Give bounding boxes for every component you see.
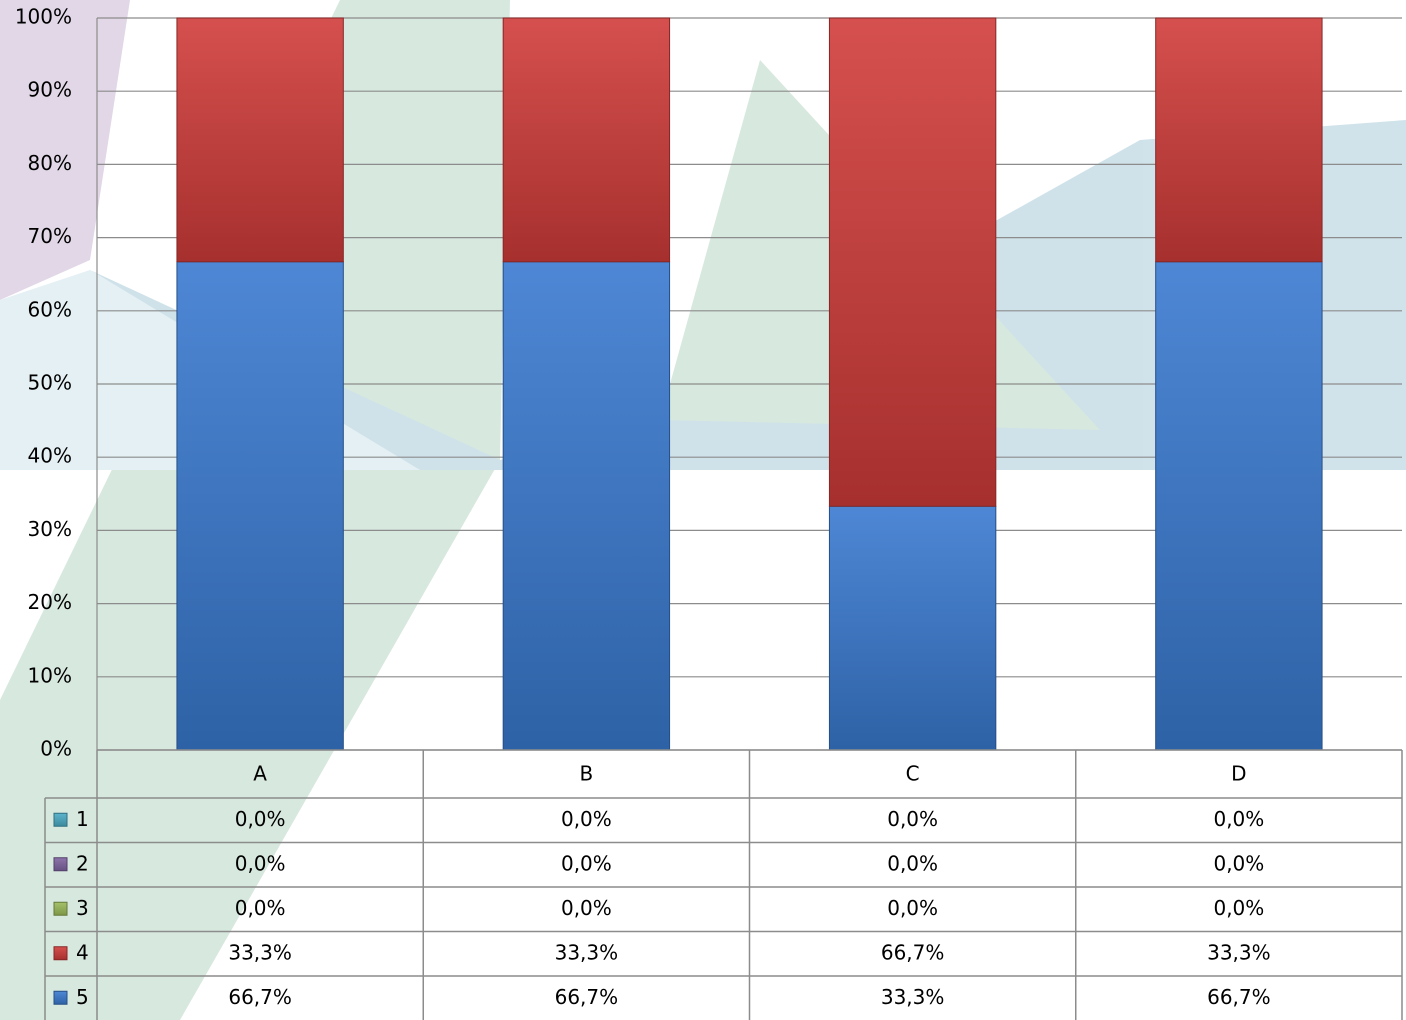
bar-segment	[1156, 18, 1322, 262]
chart: 0% 10% 20% 30% 40% 50% 60% 70% 80% 90% 100% A B C D 1 0…	[0, 0, 1406, 1020]
legend-key	[54, 947, 67, 960]
legend-key	[54, 858, 67, 871]
value-label: 0,0%	[887, 851, 938, 875]
value-label: 0,0%	[1213, 896, 1264, 920]
value-label: 0,0%	[235, 896, 286, 920]
value-label: 0,0%	[561, 851, 612, 875]
bar-segment	[177, 262, 343, 750]
legend-label: 1	[76, 807, 89, 831]
y-tick-label: 60%	[28, 297, 72, 321]
value-label: 0,0%	[1213, 807, 1264, 831]
value-label: 33,3%	[555, 940, 619, 964]
legend-label: 5	[76, 985, 89, 1009]
y-tick-label: 70%	[28, 224, 72, 248]
legend-label: 2	[76, 851, 89, 875]
value-label: 66,7%	[1207, 985, 1271, 1009]
bar-segment	[503, 18, 669, 262]
value-label: 0,0%	[561, 896, 612, 920]
value-label: 66,7%	[228, 985, 292, 1009]
value-label: 33,3%	[881, 985, 945, 1009]
category-label: C	[906, 762, 920, 786]
bar-segment	[1156, 262, 1322, 750]
value-label: 0,0%	[887, 896, 938, 920]
bar-segment	[503, 262, 669, 750]
value-label: 0,0%	[235, 851, 286, 875]
value-label: 33,3%	[228, 940, 292, 964]
y-tick-label: 30%	[28, 517, 72, 541]
value-label: 0,0%	[561, 807, 612, 831]
y-tick-label: 10%	[28, 663, 72, 687]
category-label: A	[253, 762, 267, 786]
bar-segment	[829, 18, 995, 506]
y-tick-label: 80%	[28, 151, 72, 175]
value-label: 66,7%	[881, 940, 945, 964]
category-label: D	[1231, 762, 1246, 786]
legend-key	[54, 813, 67, 826]
bar-segment	[177, 18, 343, 262]
y-tick-label: 20%	[28, 590, 72, 614]
legend-label: 4	[76, 940, 89, 964]
legend-key	[54, 991, 67, 1004]
value-label: 0,0%	[1213, 851, 1264, 875]
y-tick-label: 50%	[28, 371, 72, 395]
y-tick-label: 100%	[15, 5, 72, 29]
category-label: B	[580, 762, 594, 786]
y-tick-label: 0%	[40, 737, 72, 761]
value-label: 0,0%	[887, 807, 938, 831]
value-label: 0,0%	[235, 807, 286, 831]
y-tick-label: 90%	[28, 78, 72, 102]
legend-label: 3	[76, 896, 89, 920]
y-tick-label: 40%	[28, 444, 72, 468]
value-label: 66,7%	[555, 985, 619, 1009]
bar-segment	[829, 506, 995, 750]
page: 0% 10% 20% 30% 40% 50% 60% 70% 80% 90% 100% A B C D 1 0…	[0, 0, 1406, 1020]
legend-key	[54, 902, 67, 915]
value-label: 33,3%	[1207, 940, 1271, 964]
